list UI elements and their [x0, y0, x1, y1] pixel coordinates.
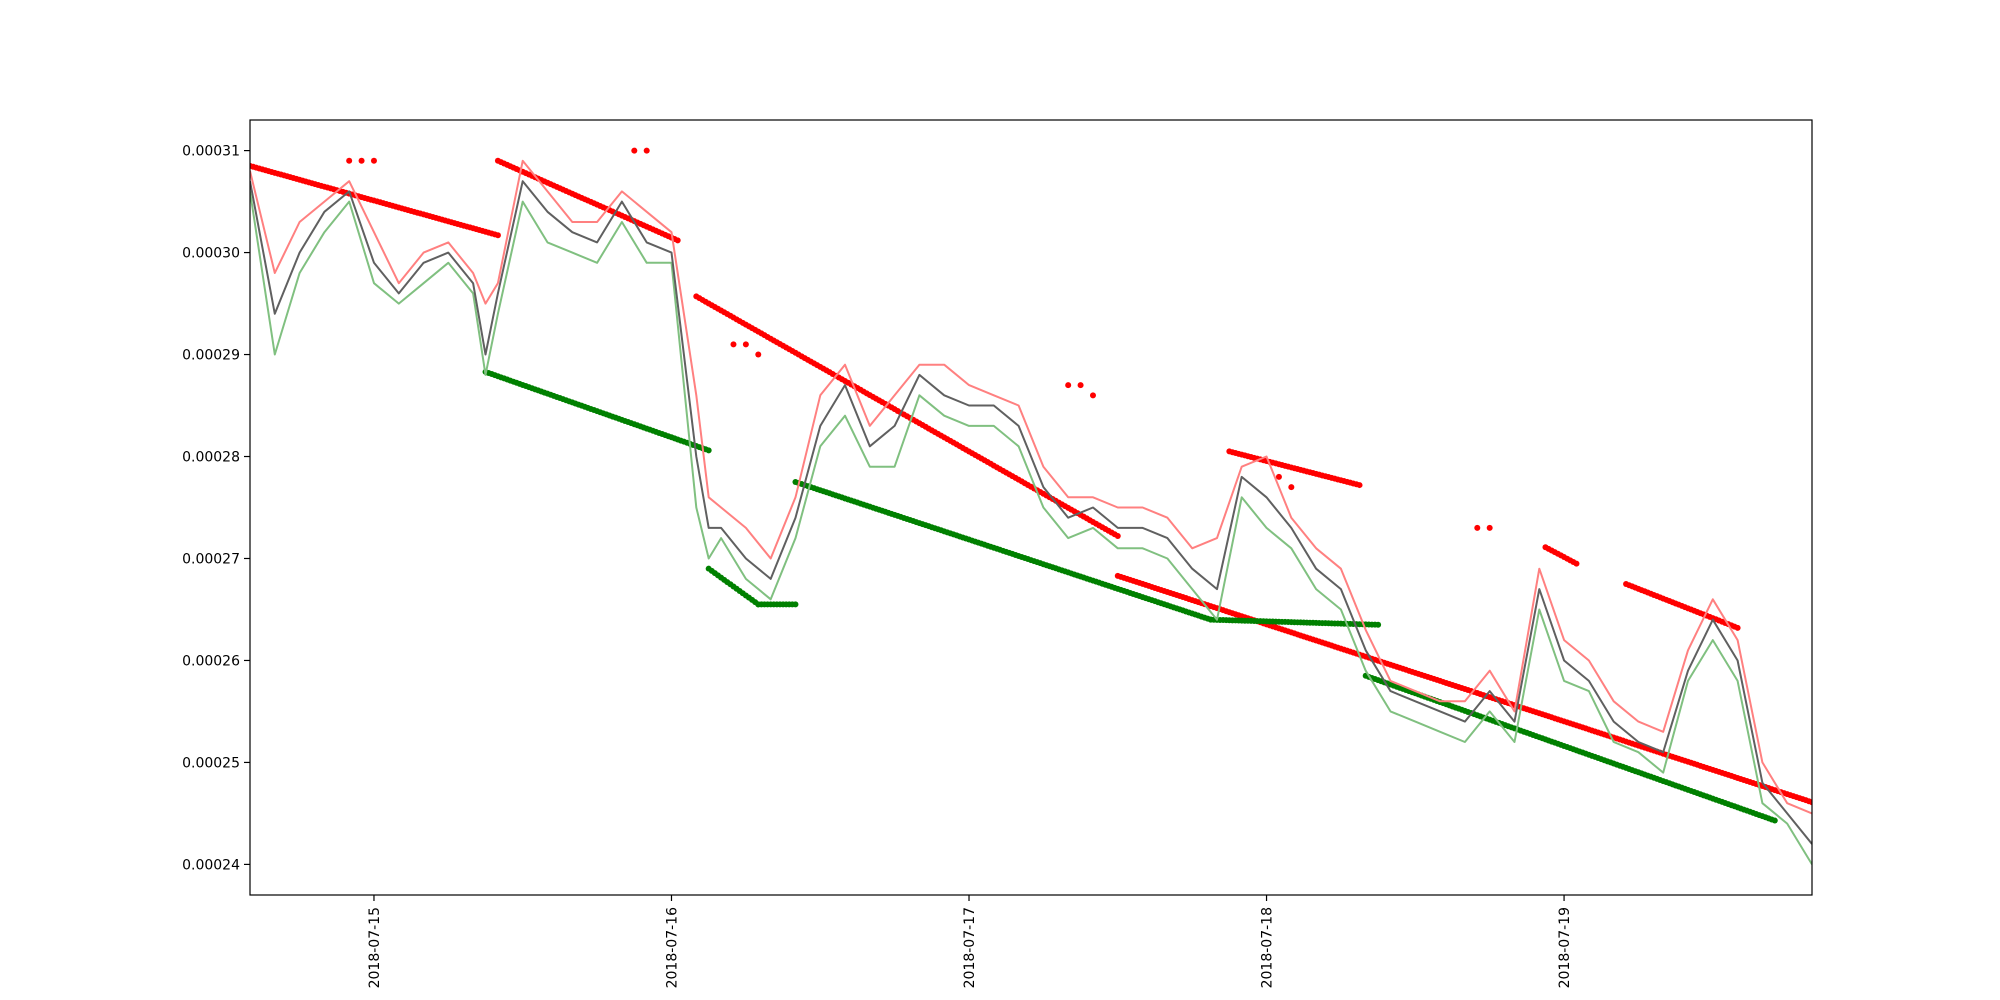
resistance-point [1486, 524, 1493, 531]
resistance-point [730, 341, 737, 348]
axes-frame [249, 119, 1813, 896]
resistance-point [631, 147, 638, 154]
resistance-point [346, 157, 353, 164]
lower-price-line [250, 191, 1812, 865]
resistance-point [674, 237, 681, 244]
resistance-point [1474, 524, 1481, 531]
x-tick-label: 2018-07-18 [1260, 907, 1276, 988]
x-tick-label: 2018-07-16 [664, 907, 680, 988]
y-tick-label: 0.00027 [182, 551, 240, 567]
resistance-point [755, 351, 762, 358]
resistance-point [370, 157, 377, 164]
resistance-point [742, 341, 749, 348]
support-point [792, 601, 799, 608]
x-axis: 2018-07-15 2018-07-16 2018-07-17 2018-07-18… [367, 895, 1573, 988]
resistance-point [358, 157, 365, 164]
plot-area [250, 147, 1812, 865]
mid-price-line [250, 180, 1812, 845]
resistance-point [494, 232, 501, 239]
y-tick-label: 0.00024 [182, 857, 240, 873]
upper-price-line [250, 159, 1812, 815]
resistance-point [1573, 560, 1580, 567]
support-point [705, 447, 712, 454]
resistance-point [1065, 382, 1072, 389]
resistance-point [1288, 484, 1295, 491]
support-point [1771, 817, 1778, 824]
y-tick-label: 0.00025 [182, 755, 240, 771]
resistance-point [643, 147, 650, 154]
resistance-point [1356, 482, 1363, 489]
resistance-point [1734, 624, 1741, 631]
resistance-point [1077, 382, 1084, 389]
resistance-point [1114, 533, 1121, 540]
resistance-point [1275, 473, 1282, 480]
y-tick-label: 0.00026 [182, 653, 240, 669]
series-group [250, 147, 1812, 865]
y-tick-label: 0.00029 [182, 348, 240, 364]
resistance-point [1089, 392, 1096, 399]
y-tick-label: 0.00028 [182, 450, 240, 466]
resistance-point [1809, 799, 1812, 806]
x-tick-label: 2018-07-15 [367, 907, 383, 988]
x-tick-label: 2018-07-19 [1557, 907, 1573, 988]
x-tick-label: 2018-07-17 [962, 907, 978, 988]
y-axis: 0.00024 0.00025 0.00026 0.00027 0.00028 0.000… [182, 144, 250, 873]
y-tick-label: 0.00031 [182, 144, 240, 160]
support-point [1375, 621, 1382, 628]
y-tick-label: 0.00030 [182, 246, 240, 262]
